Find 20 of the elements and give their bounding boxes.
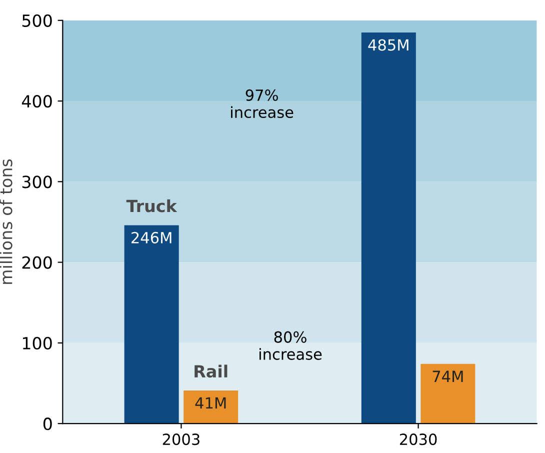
series-label: Rail (194, 364, 228, 378)
annotation: 80% increase (260, 331, 322, 360)
data-label: 41M (195, 397, 226, 409)
y-tick-label: 400 (22, 94, 52, 108)
bar (184, 390, 238, 424)
y-tick-label: 500 (22, 14, 52, 27)
bar (420, 364, 476, 424)
annotation: 97% increase (231, 89, 294, 118)
y-tick-label: 100 (22, 336, 52, 350)
bar (361, 32, 416, 424)
data-label: 74M (432, 370, 463, 382)
x-tick-label: 2030 (400, 434, 437, 446)
y-tick-label: 0 (43, 418, 52, 430)
y-tick-label: 200 (22, 256, 52, 269)
bar (124, 225, 179, 424)
series-label: Truck (126, 199, 178, 212)
y-tick-label: 300 (22, 176, 52, 188)
data-label: 246M (132, 232, 172, 244)
x-tick-label: 2003 (162, 434, 200, 446)
data-label: 485M (368, 39, 408, 51)
